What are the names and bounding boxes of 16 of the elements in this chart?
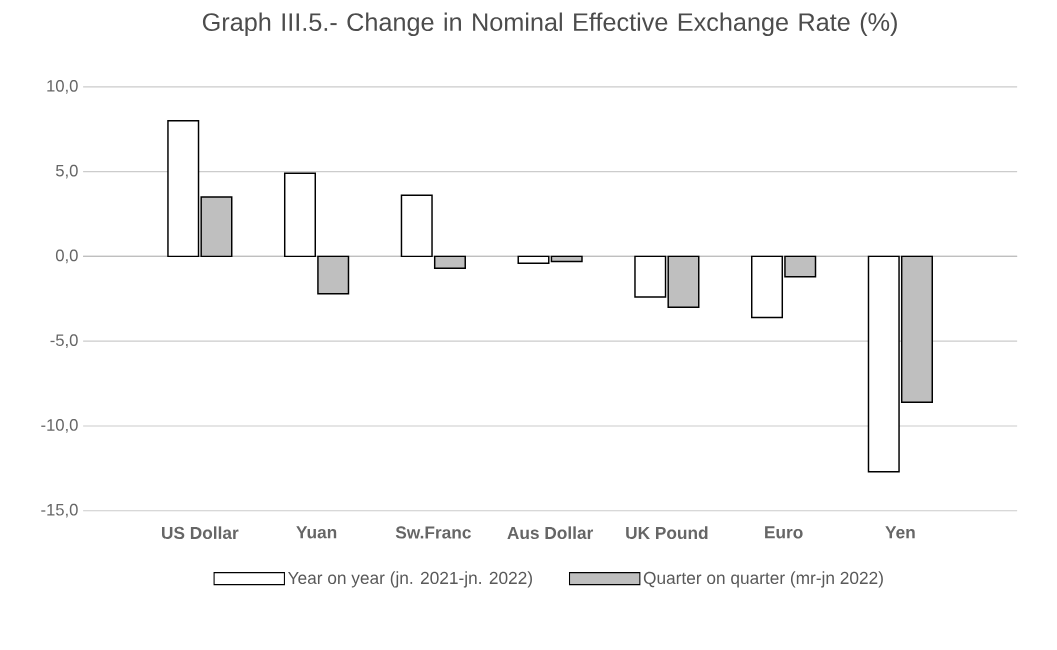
chart-title: Graph III.5.- Change in Nominal Effective Exchange Rate (%) (202, 12, 897, 37)
x-tick-label: Yuan (296, 526, 337, 539)
x-tick-label: US Dollar (162, 526, 239, 540)
x-tick-label: Euro (765, 526, 803, 539)
x-tick-label: Sw.Franc (395, 526, 471, 539)
x-tick-label: Aus Dollar (507, 526, 594, 540)
legend-label: Year on year (jn. 2021-jn. 2022) (287, 571, 532, 588)
y-tick-label: -15,0 (41, 503, 78, 518)
x-tick-label: UK Pound (626, 526, 708, 540)
legend-label: Quarter on quarter (mr-jn 2022) (643, 571, 883, 588)
y-tick-label: 5,0 (55, 164, 78, 179)
y-tick-label: -5,0 (50, 334, 78, 349)
y-tick-label: -10,0 (41, 419, 78, 433)
y-tick-label: 10,0 (47, 80, 78, 94)
y-tick-label: 0,0 (55, 249, 78, 264)
x-tick-label: Yen (885, 526, 915, 539)
